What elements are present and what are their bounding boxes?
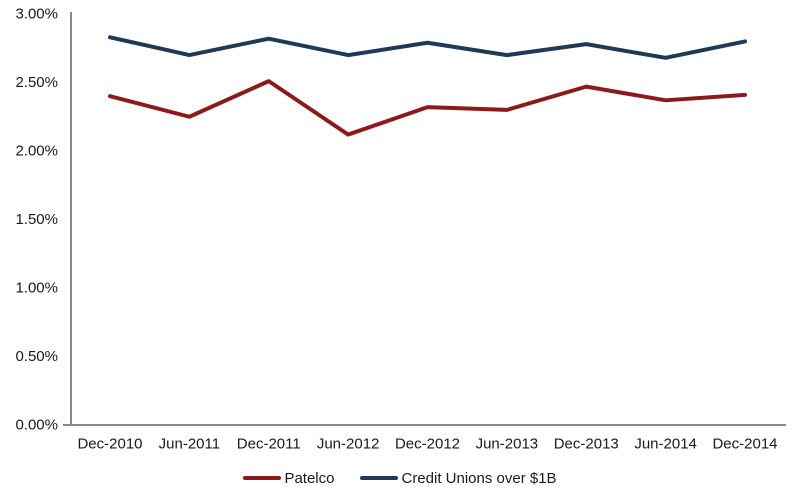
x-axis-tick-label: Dec-2014: [712, 436, 777, 453]
x-axis-tick-label: Jun-2013: [476, 436, 539, 453]
y-axis-tick-label: 1.00%: [15, 280, 58, 297]
y-axis-tick-label: 0.50%: [15, 348, 58, 365]
y-axis-tick-label: 0.00%: [15, 417, 58, 434]
x-axis-tick-label: Dec-2013: [554, 436, 619, 453]
x-axis-tick-label: Jun-2014: [634, 436, 697, 453]
legend-label-patelco: Patelco: [284, 469, 335, 487]
x-axis-tick-label: Jun-2011: [159, 436, 220, 453]
patelco-line: [108, 79, 747, 137]
patelco-line-swatch: [243, 476, 282, 480]
y-axis-tick-label: 1.50%: [15, 211, 58, 228]
credit-unions-over-1b-line: [108, 35, 747, 60]
legend-item-patelco: Patelco: [243, 470, 334, 487]
x-axis-tick-label: Dec-2010: [77, 436, 142, 453]
credit-unions-line-swatch: [360, 476, 399, 480]
y-axis-tick-label: 3.00%: [15, 6, 58, 23]
y-axis-tick-label: 2.50%: [15, 74, 58, 91]
y-axis-tick-label: 2.00%: [15, 143, 58, 160]
legend-item-credit-unions: Credit Unions over $1B: [360, 469, 557, 487]
legend: Patelco Credit Unions over $1B: [0, 466, 800, 490]
x-axis-tick-label: Dec-2012: [395, 436, 460, 453]
legend-label-credit-unions: Credit Unions over $1B: [401, 469, 557, 487]
x-axis-tick-label: Dec-2011: [237, 436, 301, 453]
x-axis-tick-label: Jun-2012: [317, 436, 380, 453]
